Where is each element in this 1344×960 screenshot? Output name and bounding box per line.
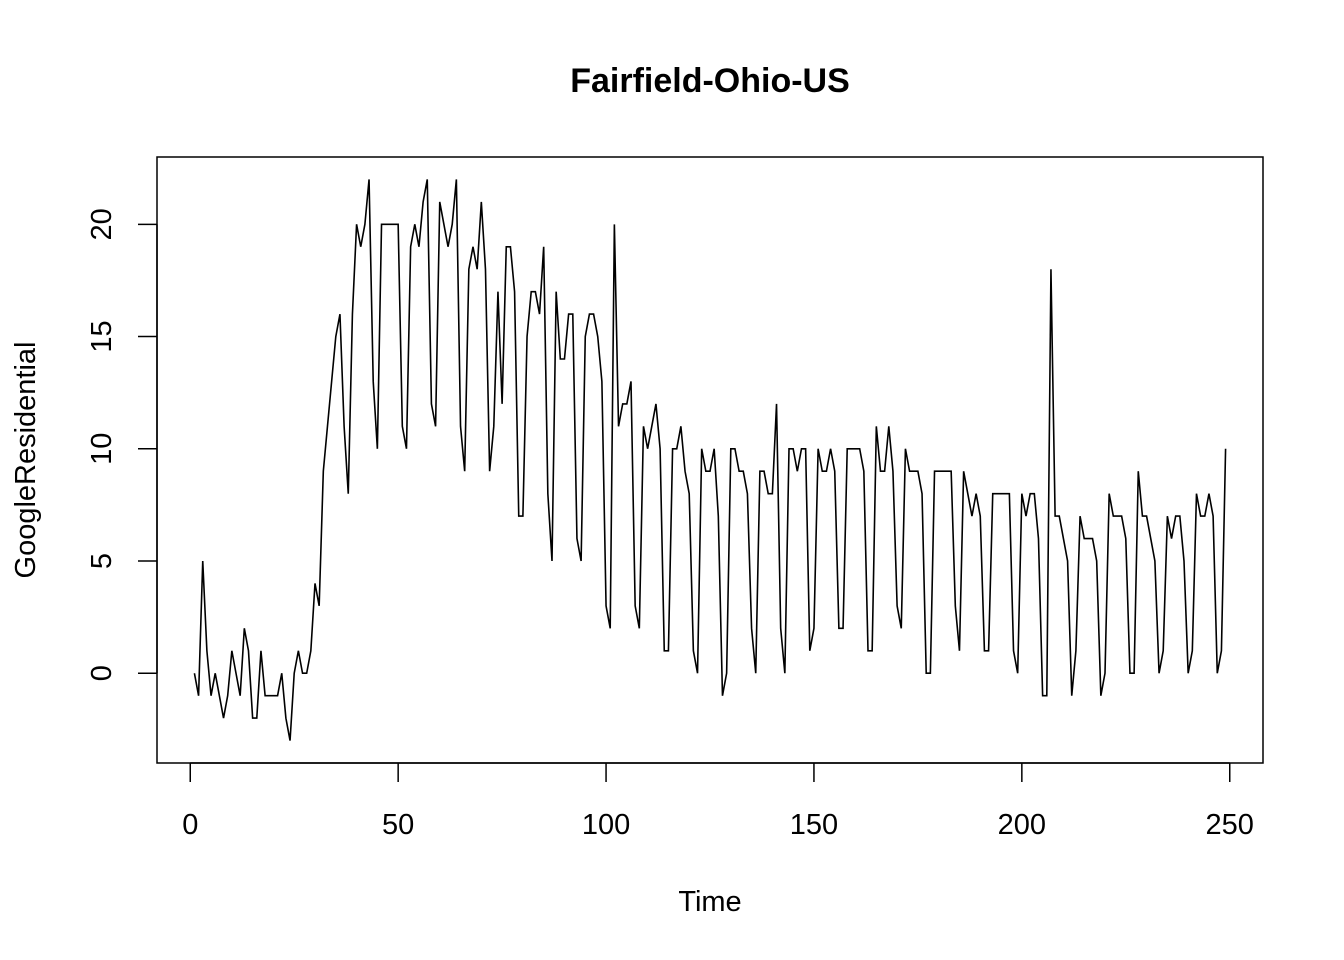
x-tick-label: 0 (182, 809, 198, 841)
chart-title: Fairfield-Ohio-US (570, 62, 850, 100)
y-axis: 0 5 10 15 20 (86, 208, 158, 681)
x-tick-label: 200 (998, 809, 1046, 841)
y-tick-label: 20 (86, 208, 118, 240)
y-tick-label: 5 (86, 553, 118, 569)
y-axis-label: GoogleResidential (10, 342, 42, 579)
x-tick-label: 100 (582, 809, 630, 841)
x-axis-label: Time (678, 886, 741, 918)
y-tick-label: 0 (86, 665, 118, 681)
y-tick-label: 15 (86, 320, 118, 352)
y-tick-label: 10 (86, 433, 118, 465)
x-tick-label: 50 (382, 809, 414, 841)
series-layer (193, 179, 1227, 741)
x-axis: 0 50 100 150 200 250 (182, 762, 1254, 841)
plot-frame (156, 156, 1264, 764)
series-line (193, 179, 1227, 741)
x-tick-label: 150 (790, 809, 838, 841)
x-tick-label: 250 (1206, 809, 1254, 841)
